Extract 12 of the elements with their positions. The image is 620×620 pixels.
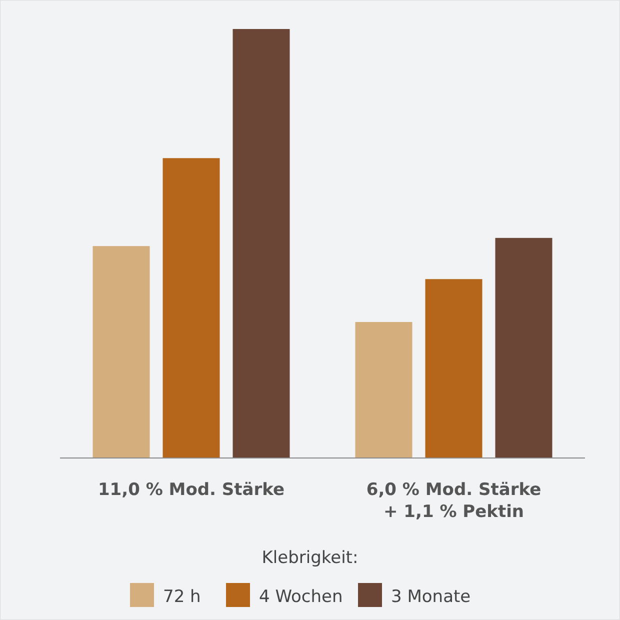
legend-title: Klebrigkeit: xyxy=(262,548,358,568)
bar xyxy=(425,279,482,458)
legend-label: 4 Wochen xyxy=(259,587,343,607)
x-tick-label: 11,0 % Mod. Stärke xyxy=(98,480,285,500)
x-tick-label: 6,0 % Mod. Stärke + 1,1 % Pektin xyxy=(366,480,542,522)
bar xyxy=(162,158,220,458)
legend-label: 3 Monate xyxy=(391,587,471,607)
bar xyxy=(232,29,290,458)
legend-label: 72 h xyxy=(163,587,201,607)
bar xyxy=(355,322,412,458)
bar xyxy=(92,246,150,458)
bar xyxy=(495,238,552,458)
